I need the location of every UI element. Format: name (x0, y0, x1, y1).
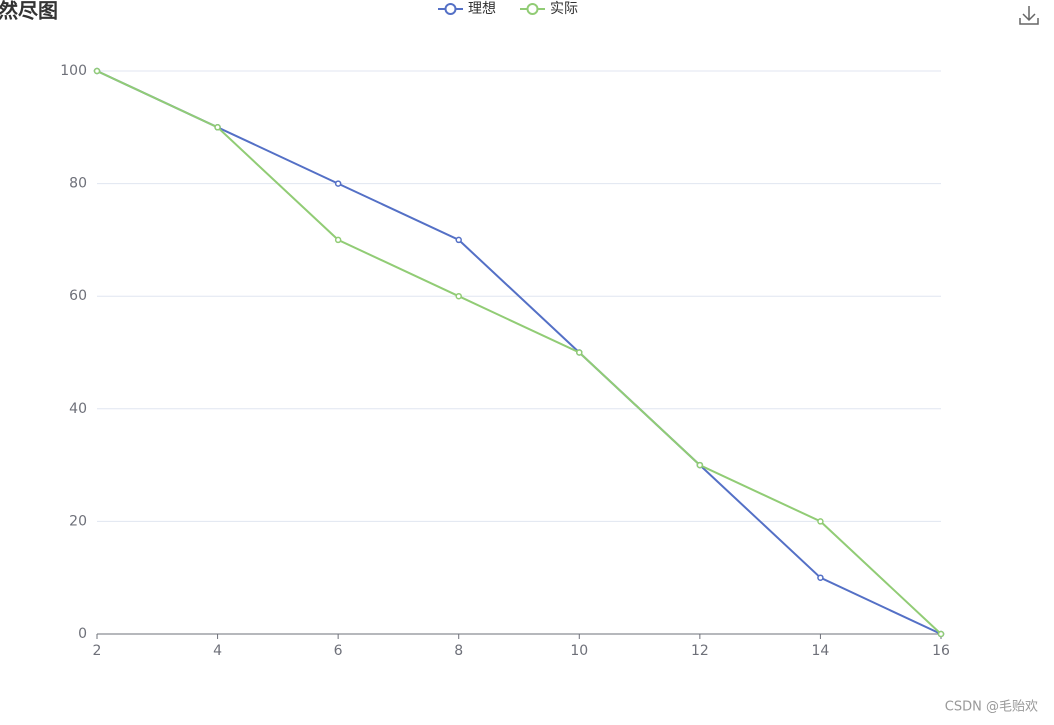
download-glyph[interactable] (1019, 6, 1039, 25)
y-tick-label: 40 (69, 401, 87, 417)
data-point (455, 236, 462, 244)
x-tick-label: 2 (93, 643, 102, 659)
data-point (696, 461, 704, 469)
chart-title: 然尽图 (0, 0, 58, 23)
data-point (334, 180, 342, 187)
y-tick-label: 0 (78, 626, 87, 642)
data-point (455, 292, 462, 300)
watermark: CSDN @毛贻欢 (945, 700, 1038, 715)
legend-marker (526, 3, 539, 15)
series-line (96, 70, 942, 635)
data-point (334, 236, 342, 244)
x-tick-label: 14 (812, 643, 830, 659)
x-tick-label: 8 (454, 643, 463, 659)
x-tick-label: 16 (932, 643, 950, 659)
data-point (214, 124, 221, 131)
x-tick-label: 4 (213, 643, 222, 659)
data-point (817, 574, 824, 581)
x-tick-label: 12 (691, 643, 709, 659)
x-tick-label: 6 (334, 643, 343, 659)
data-point (937, 630, 945, 638)
data-point (576, 349, 583, 356)
legend-label: 理想 (468, 1, 496, 17)
download-icon[interactable] (1019, 6, 1039, 25)
y-tick-label: 60 (69, 288, 87, 304)
y-tick-label: 80 (69, 176, 87, 192)
data-point (817, 518, 824, 525)
data-point (93, 67, 101, 75)
legend-marker (444, 3, 457, 15)
legend-label: 实际 (550, 1, 578, 17)
series-line (96, 70, 942, 635)
x-tick-label: 10 (570, 643, 588, 659)
y-tick-label: 100 (60, 63, 87, 79)
y-tick-label: 20 (69, 513, 87, 529)
